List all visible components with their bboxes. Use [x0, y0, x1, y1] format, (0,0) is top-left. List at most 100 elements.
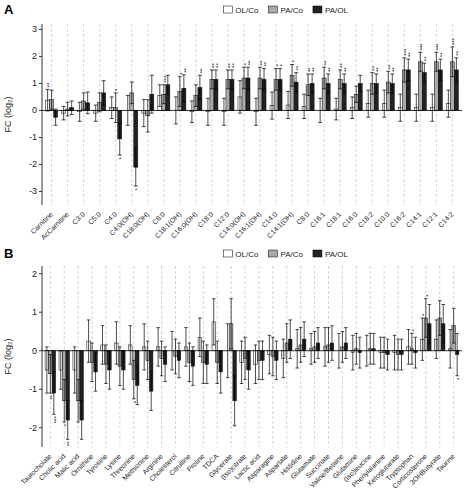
error-bar [313, 331, 316, 362]
y-tick [39, 29, 42, 30]
error-bar [87, 320, 90, 362]
error-bar [130, 82, 134, 104]
significance-label: ** [183, 67, 189, 72]
significance-label: * [421, 313, 427, 316]
error-bar [184, 328, 187, 367]
legend-label: PA/Co [280, 250, 303, 259]
x-tick-label: C16:1(OH) [234, 210, 264, 240]
significance-label: ** [327, 67, 333, 72]
error-bar [316, 328, 319, 359]
grid-line [324, 24, 325, 205]
error-bar [299, 328, 302, 363]
legend-swatch [268, 6, 277, 13]
significance-label: * [63, 423, 69, 426]
grid-line [195, 24, 196, 205]
error-bar [80, 401, 83, 440]
x-tick-label: C18:1 [324, 210, 342, 228]
y-tick-label: 3 [32, 24, 37, 34]
grid-line [388, 24, 389, 205]
error-bar [142, 324, 145, 370]
significance-label: ** [343, 67, 349, 72]
zero-line [42, 110, 462, 111]
x-tick-label: C18:2 [357, 210, 375, 228]
error-bar [49, 355, 52, 394]
significance-label: ** [339, 63, 345, 68]
error-bar [132, 360, 135, 399]
error-bar [386, 71, 390, 93]
x-tick-label: C12:1 [421, 210, 439, 228]
error-bar [396, 339, 399, 370]
error-bar [278, 69, 282, 91]
y-tick [39, 83, 42, 84]
y-axis-line [42, 266, 43, 447]
error-bar [191, 347, 194, 386]
significance-label: ** [439, 52, 445, 57]
error-bar [222, 98, 226, 125]
significance-label: ** [215, 63, 221, 68]
error-bar [118, 347, 121, 386]
significance-label: *** [451, 37, 457, 45]
error-bar [129, 326, 132, 365]
error-bar [210, 70, 214, 89]
grid-line [131, 24, 132, 205]
significance-label: ** [66, 441, 72, 446]
grid [50, 266, 453, 447]
grid-line [227, 24, 228, 205]
significance-label: ** [455, 50, 461, 55]
significance-label: ** [295, 65, 301, 70]
error-bar [448, 330, 451, 369]
grid-line [163, 24, 164, 205]
error-bar [446, 90, 450, 117]
error-bar [150, 75, 154, 113]
grid-line [356, 24, 357, 205]
error-bar [350, 97, 354, 119]
grid-line [372, 24, 373, 205]
significance-label: ** [46, 82, 52, 87]
error-bar [382, 337, 385, 368]
x-tick-label: C14:1(OH) [266, 210, 296, 240]
error-bar [134, 148, 138, 186]
error-bar [66, 401, 69, 440]
error-bar [351, 335, 354, 370]
annotations: ****************************************… [46, 37, 461, 190]
significance-label: ** [391, 67, 397, 72]
y-tick [39, 137, 42, 138]
series [49, 299, 456, 422]
error-bar [76, 380, 79, 422]
error-bar [454, 58, 458, 82]
error-bar [398, 94, 402, 121]
error-bar [122, 351, 125, 390]
significance-label: ** [199, 68, 205, 73]
grid-line [292, 24, 293, 205]
error-bar [98, 93, 102, 112]
error-bar [386, 339, 389, 370]
error-bar [194, 85, 198, 107]
error-bar [226, 70, 230, 89]
error-bar [268, 335, 271, 374]
y-tick-label: -1 [29, 132, 37, 142]
error-bar [358, 75, 362, 91]
error-bar [78, 102, 82, 121]
legend-label: OL/Co [235, 6, 259, 15]
error-bar [162, 85, 166, 104]
significance-label: ** [407, 52, 413, 57]
grid-line [83, 24, 84, 205]
y-axis-label: FC (log₂) [3, 97, 13, 133]
legend-swatch [223, 250, 232, 257]
error-bar [94, 353, 97, 392]
legend-swatch [223, 6, 232, 13]
error-bar [230, 70, 234, 89]
error-bar [90, 343, 93, 382]
significance-label: * [425, 294, 431, 297]
x-tick-label: C14:1 [405, 210, 423, 228]
error-bar [414, 337, 417, 368]
error-bar [188, 343, 191, 382]
error-bar [290, 65, 294, 87]
error-bar [174, 339, 177, 374]
x-tick-label: C5:0 [87, 210, 102, 225]
error-bar [368, 333, 371, 364]
legend-label: PA/OL [325, 6, 349, 15]
error-bar [198, 75, 202, 99]
error-bar [370, 73, 374, 95]
grid-line [51, 24, 52, 205]
